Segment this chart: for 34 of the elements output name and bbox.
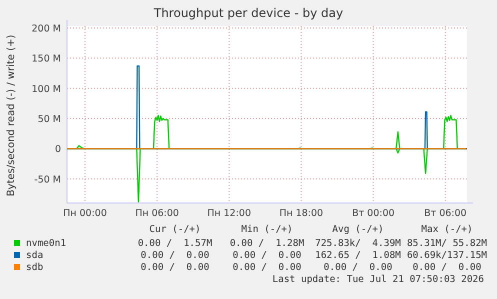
text: 0.00 / 0.00 <box>140 250 210 261</box>
y-axis-title: Bytes/second read (-) / write (+) <box>6 34 17 196</box>
text: Cur (-/+) <box>149 224 201 235</box>
text: Max (-/+) <box>421 224 473 235</box>
y-tick-label: 0 <box>54 144 61 156</box>
text: 162.65 / 1.08M <box>315 250 402 261</box>
x-tick-label: Пн 12:00 <box>207 208 252 219</box>
legend-label: sda <box>26 250 44 261</box>
text: 0.00 / 0.00 <box>412 262 482 273</box>
y-tick-label: 100 M <box>32 84 61 95</box>
text: 0.00 / 1.57M <box>138 238 212 249</box>
text: Last update: Tue Jul 21 07:50:03 2026 <box>272 274 484 285</box>
text: 0.00 / 0.00 <box>324 262 393 273</box>
chart-title: Throughput per device - by day <box>152 6 344 20</box>
text: 0.00 / 0.00 <box>232 250 302 261</box>
x-tick-label: Пн 06:00 <box>135 208 179 219</box>
x-tick-label: Вт 06:00 <box>424 208 467 219</box>
text: 85.31M/ 55.82M <box>406 238 488 249</box>
y-tick-label: 200 M <box>32 24 61 34</box>
text: 725.83k/ 4.39M <box>315 238 402 249</box>
y-tick-label: 50 M <box>38 114 61 126</box>
text: Avg (-/+) <box>332 224 384 235</box>
text: 60.69k/137.15M <box>406 250 488 261</box>
text: 0.00 / 0.00 <box>140 262 210 273</box>
legend-label: nvme0n1 <box>26 238 66 249</box>
y-tick-label: 150 M <box>32 54 61 65</box>
y-tick-label: -50 M <box>34 174 61 186</box>
text: 0.00 / 1.28M <box>230 238 304 249</box>
text: Min (-/+) <box>241 224 293 235</box>
x-tick-label: Пн 00:00 <box>63 208 107 219</box>
x-tick-label: Пн 18:00 <box>279 208 324 219</box>
legend-label: sdb <box>26 262 44 273</box>
x-tick-label: Вт 00:00 <box>352 208 395 219</box>
text: 0.00 / 0.00 <box>232 262 302 273</box>
